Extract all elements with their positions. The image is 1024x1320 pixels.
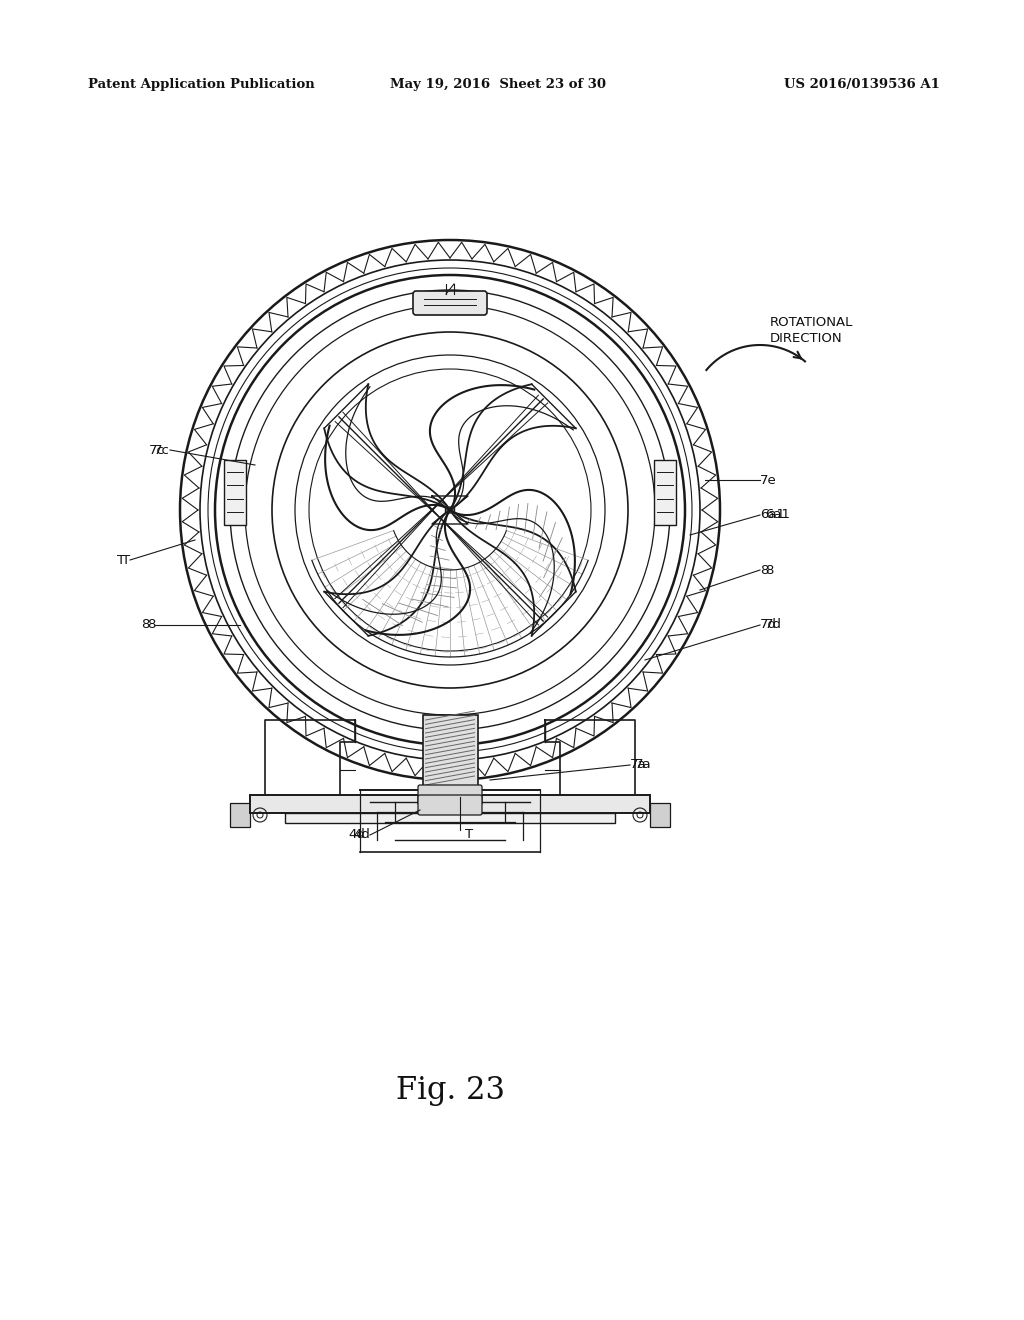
Text: 6a1: 6a1: [760, 508, 785, 521]
Text: 7c: 7c: [150, 444, 165, 457]
FancyBboxPatch shape: [413, 290, 487, 315]
Text: ROTATIONAL
DIRECTION: ROTATIONAL DIRECTION: [770, 315, 853, 345]
Text: Patent Application Publication: Patent Application Publication: [88, 78, 314, 91]
Text: 8: 8: [760, 564, 768, 577]
Text: 8: 8: [146, 619, 155, 631]
Text: 7a: 7a: [630, 759, 646, 771]
Text: 7d: 7d: [760, 619, 777, 631]
Circle shape: [215, 275, 685, 744]
Bar: [250, 795, 650, 813]
Text: 8: 8: [765, 564, 773, 577]
Bar: [654, 459, 676, 524]
Text: Fig. 23: Fig. 23: [395, 1074, 505, 1106]
Text: May 19, 2016  Sheet 23 of 30: May 19, 2016 Sheet 23 of 30: [390, 78, 606, 91]
Bar: [650, 803, 670, 828]
Text: T: T: [465, 829, 473, 842]
Text: 7e: 7e: [760, 474, 777, 487]
Text: 7a: 7a: [635, 759, 651, 771]
Text: T: T: [122, 553, 130, 566]
Text: 7d: 7d: [765, 619, 782, 631]
FancyBboxPatch shape: [418, 795, 482, 814]
Text: 8: 8: [141, 619, 150, 631]
Text: 4d: 4d: [353, 829, 370, 842]
Bar: [285, 813, 615, 822]
Text: 7c: 7c: [155, 444, 170, 457]
Text: US 2016/0139536 A1: US 2016/0139536 A1: [784, 78, 940, 91]
Text: T: T: [117, 553, 125, 566]
FancyBboxPatch shape: [418, 785, 482, 805]
Bar: [230, 803, 250, 828]
Bar: [423, 715, 477, 789]
Text: 4d: 4d: [348, 829, 365, 842]
Text: 6a1: 6a1: [765, 508, 790, 521]
Bar: [224, 459, 246, 524]
